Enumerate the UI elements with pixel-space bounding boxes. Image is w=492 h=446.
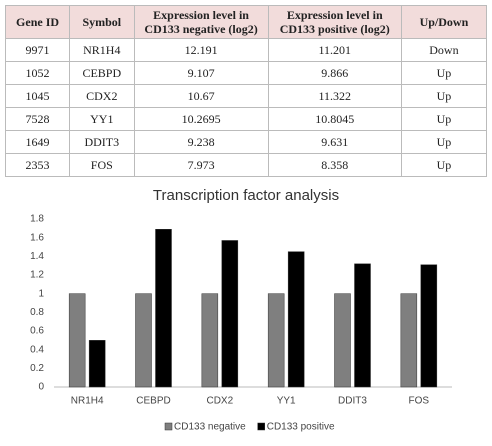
bar [267,293,285,388]
table-cell: 1649 [4,130,71,154]
table-cell: 9971 [4,38,71,62]
y-tick-label: 0.8 [30,307,44,318]
table-cell: 9.238 [133,130,269,154]
table-cell: 11.322 [267,84,402,108]
table-cell: 10.2695 [133,107,269,131]
table-cell: 10.67 [133,84,269,108]
bar [420,264,438,388]
header-cell: Expression level in CD133 positive (log2… [267,5,402,39]
table-cell: Up [400,130,488,154]
chart: Transcription factor analysis 0 0.2 0.4 0.6… [30,187,452,433]
x-tick-label: FOS [409,396,430,407]
expression-table: Gene ID Symbol Expression level in CD133 n… [4,5,488,177]
table-cell: 7528 [4,107,71,131]
table-cell: Up [400,61,488,85]
chart-title: Transcription factor analysis [153,187,339,204]
header-cell: Gene ID [4,5,71,39]
table-cell: 1045 [4,84,71,108]
bar [354,263,371,388]
table-cell: CDX2 [69,84,135,108]
table-cell: DDIT3 [69,130,135,154]
x-tick-label: DDIT3 [338,396,367,407]
y-tick-label: 0 [38,382,44,393]
table-body: 9971 NR1H4 12.191 11.201 Down 1052 CEBPD 9.107 9… [4,38,488,177]
y-tick-label: 0.2 [30,363,44,374]
y-tick-label: 0.6 [30,326,44,337]
table-cell: Up [400,153,488,177]
table-cell: 9.866 [267,61,402,85]
table-row: 9971 NR1H4 12.191 11.201 Down [4,38,488,62]
table-cell: NR1H4 [69,38,135,62]
bar [334,293,351,388]
y-tick-label: 0.4 [30,344,44,355]
y-tick-label: 1 [38,288,44,299]
table-cell: 8.358 [267,153,402,177]
legend-label: CD133 positive [267,422,335,433]
x-tick-label: YY1 [277,396,296,407]
table-cell: 11.201 [267,38,402,62]
table-row: 1045 CDX2 10.67 11.322 Up [4,84,488,108]
legend-label: CD133 negative [174,422,246,433]
bar [201,293,219,388]
table-cell: 12.191 [133,38,269,62]
table-cell: FOS [69,153,135,177]
table-cell: 9.107 [133,61,269,85]
table-cell: 10.8045 [267,107,402,131]
table-cell: 9.631 [267,130,402,154]
table-cell: CEBPD [69,61,135,85]
y-tick-label: 1.8 [30,214,44,225]
x-tick-label: CEBPD [136,396,170,407]
table-row: 1052 CEBPD 9.107 9.866 Up [4,61,488,85]
bar [221,240,239,388]
legend-swatch [164,422,173,431]
y-tick-label: 1.2 [30,270,44,281]
y-tick-label: 1.6 [30,232,44,243]
y-tick-label: 1.4 [30,251,44,262]
header-cell: Expression level in CD133 negative (log2… [133,5,269,39]
table-row: 7528 YY1 10.2695 10.8045 Up [4,107,488,131]
x-tick-label: CDX2 [206,396,233,407]
legend-swatch [257,422,265,431]
table-cell: YY1 [69,107,135,131]
table-cell: 2353 [4,153,71,177]
x-tick-label: NR1H4 [71,396,104,407]
table-cell: Down [400,38,488,62]
bar [287,251,305,388]
bar [400,293,418,388]
bar [155,229,172,388]
table-row: 1649 DDIT3 9.238 9.631 Up [4,130,488,154]
table-cell: 7.973 [133,153,269,177]
table-cell: Up [400,84,488,108]
header-cell: Symbol [69,5,135,39]
header-cell: Up/Down [400,5,488,39]
bar [135,293,152,388]
bar [88,340,106,388]
table-cell: Up [400,107,488,131]
bar [68,293,86,388]
table-cell: 1052 [4,61,71,85]
header-row: Gene ID Symbol Expression level in CD133 n… [4,5,488,39]
table-row: 2353 FOS 7.973 8.358 Up [4,153,488,177]
